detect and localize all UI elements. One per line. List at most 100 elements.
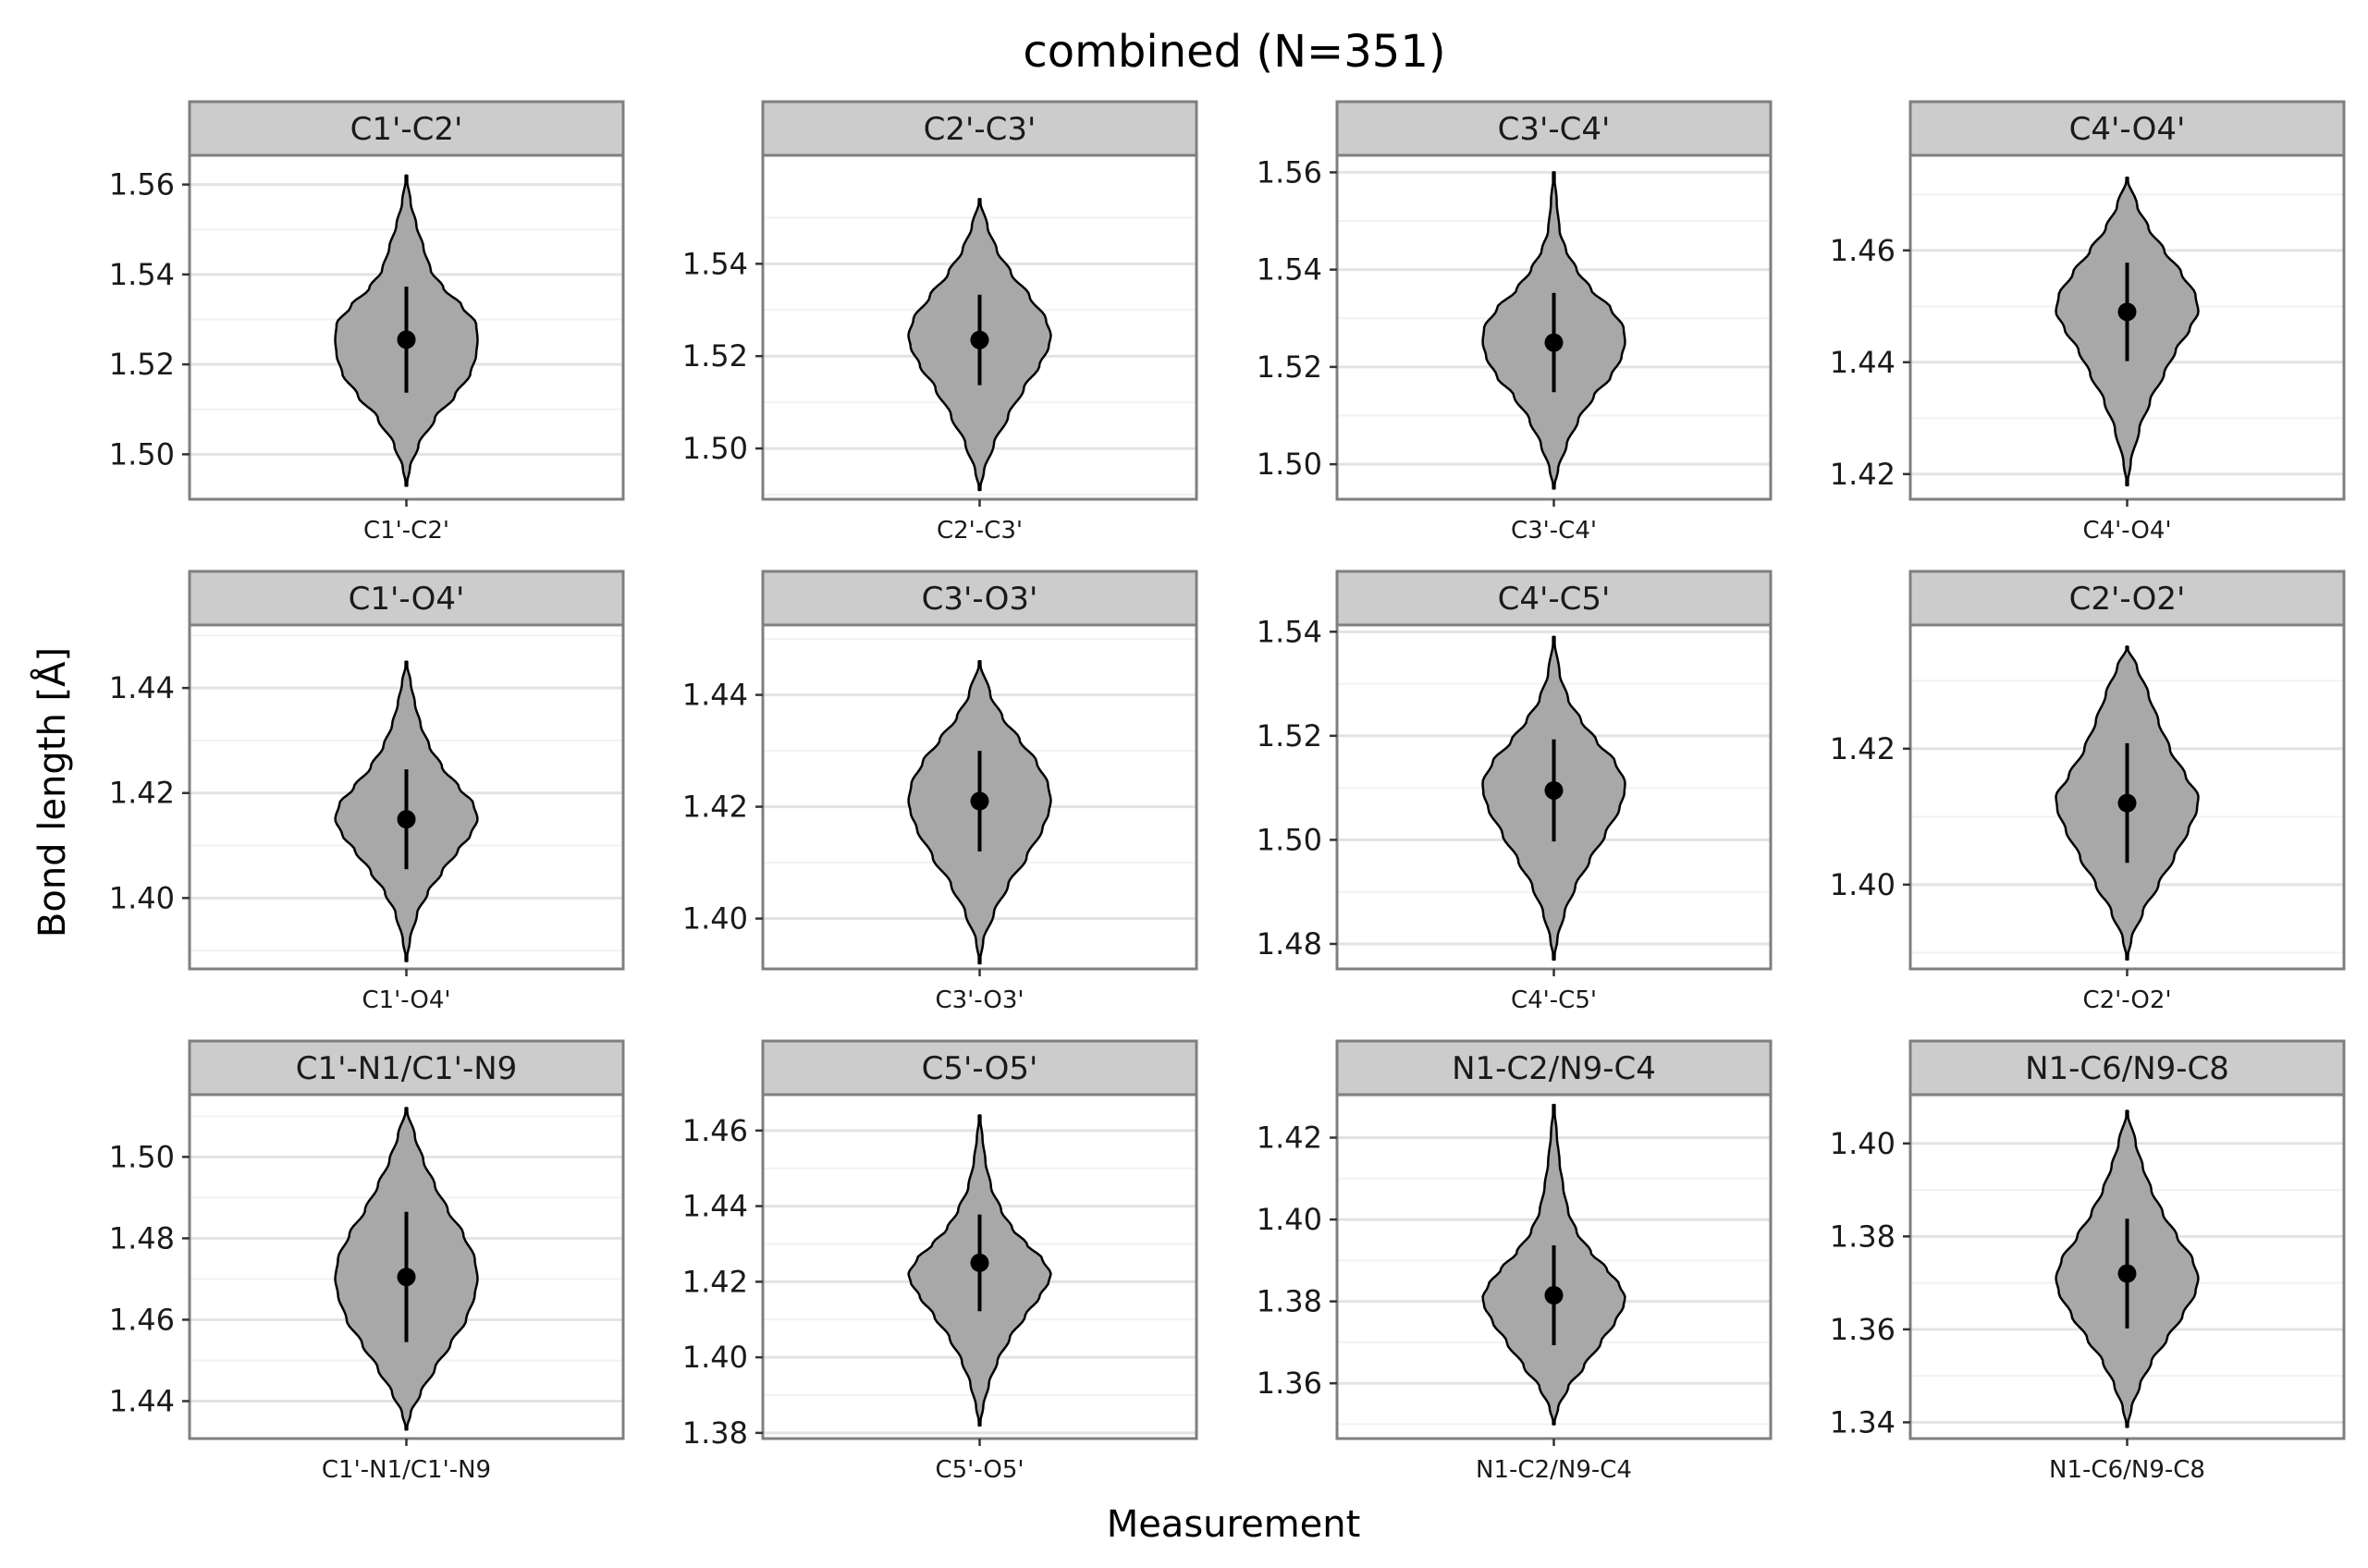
facet-strip	[1908, 570, 2346, 627]
facet-panel: C4'-O4' 1.42 1.44 1.46 C4'-O4'	[1830, 100, 2346, 545]
y-tick-label: 1.50	[1257, 822, 1322, 857]
x-tick-label: C3'-C4'	[1511, 517, 1597, 545]
y-tick-label: 1.38	[1830, 1219, 1896, 1254]
y-tick-label: 1.36	[1830, 1312, 1896, 1347]
y-tick-label: 1.44	[109, 1383, 175, 1418]
y-tick-label: 1.46	[109, 1302, 175, 1337]
x-tick-label: C4'-O4'	[2082, 517, 2171, 545]
y-tick-label: 1.40	[682, 1340, 748, 1375]
y-tick-label: 1.52	[1257, 718, 1322, 753]
y-tick-label: 1.38	[1257, 1284, 1322, 1319]
mean-point	[2117, 302, 2137, 322]
mean-point	[1544, 333, 1564, 352]
y-tick-label: 1.52	[109, 347, 175, 382]
facet-strip	[1335, 1039, 1773, 1096]
y-tick-label: 1.42	[682, 790, 748, 825]
mean-point	[397, 330, 416, 349]
y-tick-label: 1.40	[1830, 1126, 1896, 1161]
y-tick-label: 1.36	[1257, 1366, 1322, 1401]
chart-title: combined (N=351)	[1023, 26, 1445, 78]
facet-strip	[761, 100, 1198, 157]
y-tick-label: 1.44	[109, 670, 175, 705]
x-tick-label: C1'-O4'	[362, 986, 450, 1014]
x-tick-label: C3'-O3'	[935, 986, 1024, 1014]
facet-strip-label: C5'-O5'	[922, 1050, 1038, 1087]
y-tick-label: 1.46	[1830, 233, 1896, 268]
facet-strip	[1908, 1039, 2346, 1096]
facet-strip-label: C2'-O2'	[2069, 581, 2186, 618]
facet-strip-label: C3'-C4'	[1498, 111, 1611, 148]
facet-strip-label: N1-C6/N9-C8	[2025, 1050, 2229, 1087]
y-tick-label: 1.50	[109, 436, 175, 472]
facet-panel: C1'-O4' 1.40 1.42 1.44 C1'-O4'	[109, 570, 625, 1014]
y-tick-label: 1.42	[1257, 1121, 1322, 1156]
y-tick-label: 1.40	[1830, 867, 1896, 902]
y-tick-label: 1.42	[1830, 731, 1896, 766]
mean-point	[2117, 1264, 2137, 1283]
y-tick-label: 1.54	[682, 246, 748, 281]
x-tick-label: C1'-C2'	[363, 517, 449, 545]
y-tick-label: 1.40	[109, 880, 175, 915]
facet-strip	[1908, 100, 2346, 157]
facet-strip-label: C1'-N1/C1'-N9	[296, 1050, 518, 1087]
y-tick-label: 1.48	[1257, 926, 1322, 962]
y-tick-label: 1.42	[1830, 457, 1896, 492]
x-tick-label: C1'-N1/C1'-N9	[322, 1456, 491, 1484]
y-tick-label: 1.44	[682, 1189, 748, 1224]
y-tick-label: 1.52	[1257, 349, 1322, 385]
facet-strip	[188, 1039, 625, 1096]
facet-strip-label: C2'-C3'	[924, 111, 1037, 148]
facet-strip-label: C1'-O4'	[349, 581, 465, 618]
facet-strip	[188, 570, 625, 627]
facet-panel: C1'-N1/C1'-N9 1.44 1.46 1.48 1.50 C1'-N1/C1'-…	[109, 1039, 625, 1484]
y-tick-label: 1.42	[682, 1264, 748, 1299]
y-tick-label: 1.48	[109, 1220, 175, 1256]
y-tick-label: 1.40	[1257, 1202, 1322, 1237]
mean-point	[397, 810, 416, 829]
facet-panel: C2'-O2' 1.40 1.42 C2'-O2'	[1830, 570, 2346, 1014]
facet-panels: C1'-C2' 1.50 1.52 1.54 1.56 C1'-C2' C2'-C3' 1.5…	[109, 100, 2346, 1484]
y-tick-label: 1.42	[109, 776, 175, 811]
x-tick-label: C4'-C5'	[1511, 986, 1597, 1014]
facet-panel: N1-C2/N9-C4 1.36 1.38 1.40 1.42 N1-C2/N9-C4	[1257, 1039, 1773, 1484]
facet-strip	[1335, 100, 1773, 157]
facet-strip	[761, 1039, 1198, 1096]
facet-panel: N1-C6/N9-C8 1.34 1.36 1.38 1.40 N1-C6/N9-C8	[1830, 1039, 2346, 1484]
mean-point	[397, 1268, 416, 1287]
facet-panel: C2'-C3' 1.50 1.52 1.54 C2'-C3'	[682, 100, 1198, 545]
facet-strip	[188, 100, 625, 157]
y-tick-label: 1.40	[682, 901, 748, 937]
facet-panel: C5'-O5' 1.38 1.40 1.42 1.44 1.46 C5'-O5'	[682, 1039, 1198, 1484]
mean-point	[1544, 780, 1564, 800]
y-tick-label: 1.52	[682, 338, 748, 374]
y-tick-label: 1.50	[1257, 447, 1322, 482]
x-tick-label: N1-C2/N9-C4	[1476, 1456, 1632, 1484]
facet-strip-label: C4'-O4'	[2069, 111, 2186, 148]
facet-strip-label: C3'-O3'	[922, 581, 1038, 618]
y-tick-label: 1.54	[109, 257, 175, 292]
y-axis-title: Bond length [Å]	[30, 647, 74, 937]
y-tick-label: 1.56	[1257, 154, 1322, 190]
y-tick-label: 1.50	[109, 1139, 175, 1174]
mean-point	[2117, 793, 2137, 813]
y-tick-label: 1.56	[109, 167, 175, 202]
x-tick-label: N1-C6/N9-C8	[2049, 1456, 2205, 1484]
x-axis-title: Measurement	[1107, 1503, 1361, 1546]
facet-panel: C4'-C5' 1.48 1.50 1.52 1.54 C4'-C5'	[1257, 570, 1773, 1014]
facet-strip-label: N1-C2/N9-C4	[1452, 1050, 1656, 1087]
y-tick-label: 1.38	[682, 1415, 748, 1451]
mean-point	[970, 330, 989, 349]
y-tick-label: 1.54	[1257, 252, 1322, 288]
facet-panel: C1'-C2' 1.50 1.52 1.54 1.56 C1'-C2'	[109, 100, 625, 545]
y-tick-label: 1.44	[1830, 345, 1896, 380]
y-tick-label: 1.44	[682, 678, 748, 713]
facet-strip	[761, 570, 1198, 627]
facet-panel: C3'-O3' 1.40 1.42 1.44 C3'-O3'	[682, 570, 1198, 1014]
facet-strip-label: C1'-C2'	[350, 111, 463, 148]
facet-panel: C3'-C4' 1.50 1.52 1.54 1.56 C3'-C4'	[1257, 100, 1773, 545]
y-tick-label: 1.34	[1830, 1404, 1896, 1439]
facet-strip	[1335, 570, 1773, 627]
mean-point	[970, 1253, 989, 1272]
mean-point	[1544, 1286, 1564, 1305]
